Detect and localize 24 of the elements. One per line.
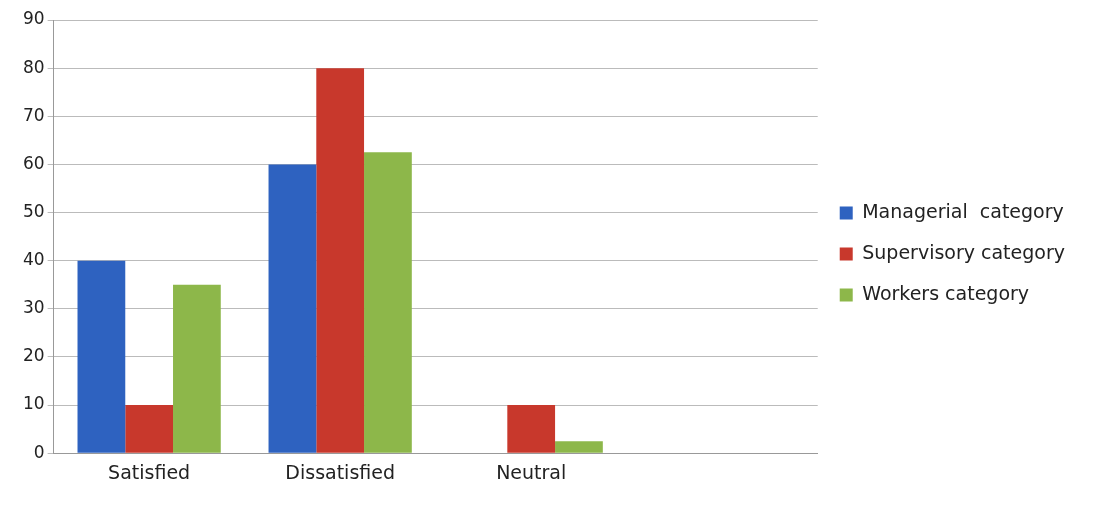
y-tick-label: 0 [33, 441, 45, 462]
y-tick-label: 40 [22, 249, 45, 270]
bar [555, 441, 603, 453]
x-tick-label: Satisfied [108, 460, 191, 483]
bar [77, 260, 126, 453]
y-tick-label: 30 [22, 297, 45, 318]
y-tick-label: 50 [22, 200, 45, 221]
y-tick-label: 10 [22, 393, 45, 414]
y-tick-label: 20 [22, 345, 45, 366]
y-tick-label: 70 [22, 104, 45, 125]
legend-label: Supervisory category [862, 240, 1066, 263]
bar [507, 405, 556, 453]
y-tick-label: 60 [22, 152, 45, 173]
bar [268, 164, 317, 453]
x-tick-label: Dissatisfied [285, 460, 396, 483]
x-tick-label: Neutral [496, 460, 567, 483]
bar [125, 405, 174, 453]
y-tick-label: 90 [22, 8, 45, 29]
bar [364, 152, 412, 453]
y-tick-label: 80 [22, 56, 45, 77]
legend-label: Workers category [862, 281, 1030, 304]
bar [173, 284, 221, 453]
legend-label: Managerial category [862, 199, 1064, 222]
bar [316, 68, 365, 453]
